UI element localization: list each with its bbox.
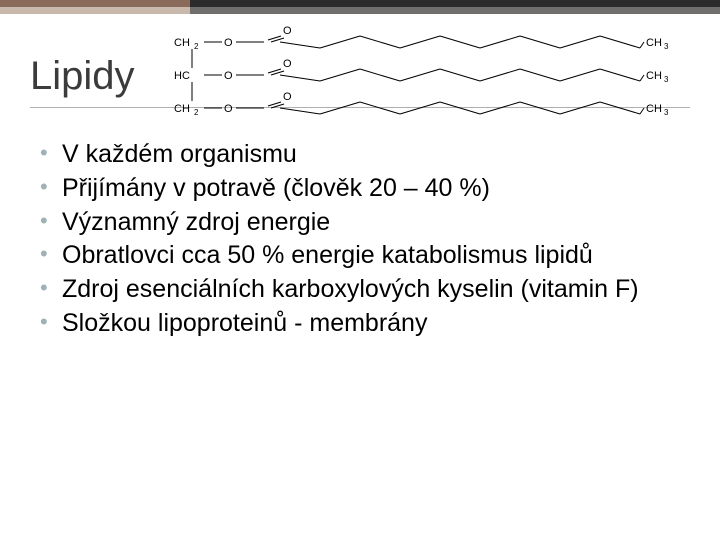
slide-title: Lipidy	[30, 54, 135, 99]
svg-text:CH: CH	[646, 37, 662, 49]
content-area: V každém organismuPřijímány v potravě (č…	[0, 108, 720, 341]
bar-top-right	[190, 0, 720, 7]
svg-text:O: O	[224, 103, 233, 115]
svg-text:O: O	[283, 58, 292, 70]
svg-text:O: O	[224, 70, 233, 82]
svg-text:O: O	[283, 25, 292, 37]
bar-top-left	[0, 0, 190, 7]
title-row: Lipidy CH2OOCH3HCOOCH3CH2OOCH3	[0, 54, 720, 99]
bullet-item: Složkou lipoproteinů - membrány	[40, 307, 680, 341]
svg-text:CH: CH	[174, 37, 190, 49]
svg-text:CH: CH	[646, 70, 662, 82]
bar-bottom-right	[190, 7, 720, 14]
bar-bottom-left	[0, 7, 190, 14]
svg-text:O: O	[224, 37, 233, 49]
svg-text:HC: HC	[174, 70, 190, 82]
svg-text:3: 3	[664, 42, 669, 51]
top-accent-bar	[0, 0, 720, 14]
svg-text:CH: CH	[174, 103, 190, 115]
svg-text:CH: CH	[646, 103, 662, 115]
svg-text:O: O	[283, 91, 292, 103]
bullet-item: Významný zdroj energie	[40, 206, 680, 240]
bullet-item: Obratlovci cca 50 % energie katabolismus…	[40, 239, 680, 273]
svg-text:2: 2	[194, 42, 199, 51]
svg-text:2: 2	[194, 108, 199, 117]
bullet-list: V každém organismuPřijímány v potravě (č…	[40, 138, 680, 341]
triglyceride-structure: CH2OOCH3HCOOCH3CH2OOCH3	[170, 24, 690, 139]
svg-text:3: 3	[664, 108, 669, 117]
bullet-item: Zdroj esenciálních karboxylových kyselin…	[40, 273, 680, 307]
bullet-item: Přijímány v potravě (člověk 20 – 40 %)	[40, 172, 680, 206]
bullet-item: V každém organismu	[40, 138, 680, 172]
svg-text:3: 3	[664, 75, 669, 84]
